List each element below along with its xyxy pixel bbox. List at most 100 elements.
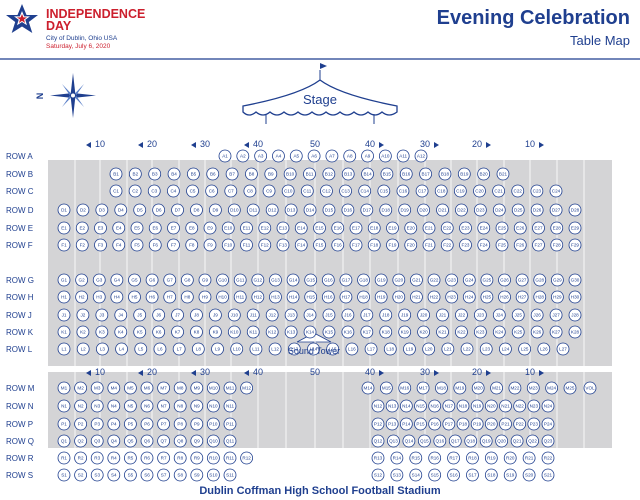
table-marker[interactable] (417, 203, 430, 217)
table-marker[interactable] (511, 203, 525, 217)
table-marker[interactable] (107, 468, 121, 482)
table-marker[interactable] (128, 184, 142, 198)
table-marker[interactable] (459, 238, 472, 252)
table-marker[interactable] (377, 184, 391, 198)
table-marker[interactable] (216, 273, 229, 287)
table-marker[interactable] (550, 221, 564, 235)
table-marker[interactable] (399, 399, 413, 413)
table-marker[interactable] (57, 238, 71, 252)
table-marker[interactable] (325, 149, 339, 163)
table-marker[interactable] (473, 308, 487, 322)
table-marker[interactable] (240, 381, 254, 395)
table-marker[interactable] (374, 290, 388, 304)
table-marker[interactable] (433, 434, 447, 448)
table-marker[interactable] (283, 167, 297, 181)
table-marker[interactable] (268, 342, 282, 356)
table-marker[interactable] (107, 417, 121, 431)
table-marker[interactable] (251, 290, 265, 304)
table-marker[interactable] (269, 273, 282, 287)
table-marker[interactable] (541, 468, 555, 482)
table-marker[interactable] (442, 399, 456, 413)
table-marker[interactable] (402, 434, 416, 448)
table-marker[interactable] (173, 381, 187, 395)
table-marker[interactable] (477, 167, 491, 181)
table-marker[interactable] (513, 417, 527, 431)
table-marker[interactable] (361, 149, 374, 163)
table-marker[interactable] (148, 221, 162, 235)
table-marker[interactable] (209, 203, 222, 217)
table-marker[interactable] (349, 221, 363, 235)
table-marker[interactable] (110, 273, 124, 287)
table-marker[interactable] (95, 325, 109, 339)
table-marker[interactable] (133, 325, 147, 339)
table-marker[interactable] (180, 290, 194, 304)
table-marker[interactable] (361, 167, 374, 181)
table-marker[interactable] (145, 290, 159, 304)
table-marker[interactable] (541, 417, 555, 431)
table-marker[interactable] (480, 290, 494, 304)
table-marker[interactable] (130, 238, 144, 252)
table-marker[interactable] (550, 238, 564, 252)
table-marker[interactable] (94, 221, 107, 235)
table-marker[interactable] (492, 184, 506, 198)
table-marker[interactable] (526, 434, 539, 448)
table-marker[interactable] (532, 238, 545, 252)
table-marker[interactable] (322, 325, 336, 339)
table-marker[interactable] (90, 434, 104, 448)
table-marker[interactable] (236, 149, 250, 163)
table-marker[interactable] (57, 273, 71, 287)
table-marker[interactable] (300, 184, 314, 198)
table-marker[interactable] (74, 399, 87, 413)
table-marker[interactable] (76, 325, 90, 339)
table-marker[interactable] (313, 221, 326, 235)
table-marker[interactable] (152, 308, 166, 322)
table-marker[interactable] (518, 342, 532, 356)
table-marker[interactable] (313, 238, 326, 252)
table-marker[interactable] (357, 273, 370, 287)
table-marker[interactable] (243, 184, 257, 198)
table-marker[interactable] (123, 417, 137, 431)
table-marker[interactable] (262, 184, 276, 198)
table-marker[interactable] (563, 381, 577, 395)
table-marker[interactable] (190, 308, 203, 322)
table-marker[interactable] (455, 308, 468, 322)
table-marker[interactable] (386, 238, 399, 252)
table-marker[interactable] (173, 399, 187, 413)
table-marker[interactable] (398, 381, 412, 395)
table-marker[interactable] (140, 451, 154, 465)
table-marker[interactable] (339, 290, 353, 304)
table-marker[interactable] (133, 203, 147, 217)
table-marker[interactable] (227, 325, 241, 339)
table-marker[interactable] (90, 417, 104, 431)
table-marker[interactable] (166, 184, 180, 198)
table-marker[interactable] (284, 203, 298, 217)
table-marker[interactable] (392, 290, 406, 304)
table-marker[interactable] (221, 221, 235, 235)
table-marker[interactable] (331, 238, 345, 252)
table-marker[interactable] (109, 184, 123, 198)
table-marker[interactable] (510, 434, 524, 448)
table-marker[interactable] (140, 381, 154, 395)
table-marker[interactable] (203, 221, 217, 235)
table-marker[interactable] (90, 381, 104, 395)
table-marker[interactable] (462, 290, 476, 304)
table-marker[interactable] (549, 308, 563, 322)
table-marker[interactable] (345, 342, 359, 356)
table-marker[interactable] (492, 308, 506, 322)
table-marker[interactable] (92, 290, 106, 304)
table-marker[interactable] (568, 308, 582, 322)
table-marker[interactable] (428, 417, 442, 431)
table-marker[interactable] (190, 468, 204, 482)
table-marker[interactable] (515, 290, 529, 304)
table-marker[interactable] (473, 203, 487, 217)
table-marker[interactable] (453, 381, 467, 395)
table-marker[interactable] (190, 325, 203, 339)
table-marker[interactable] (379, 325, 393, 339)
table-marker[interactable] (57, 203, 71, 217)
table-marker[interactable] (522, 468, 536, 482)
table-marker[interactable] (303, 325, 317, 339)
table-marker[interactable] (484, 468, 498, 482)
table-marker[interactable] (511, 325, 525, 339)
table-marker[interactable] (157, 451, 171, 465)
table-marker[interactable] (414, 417, 427, 431)
